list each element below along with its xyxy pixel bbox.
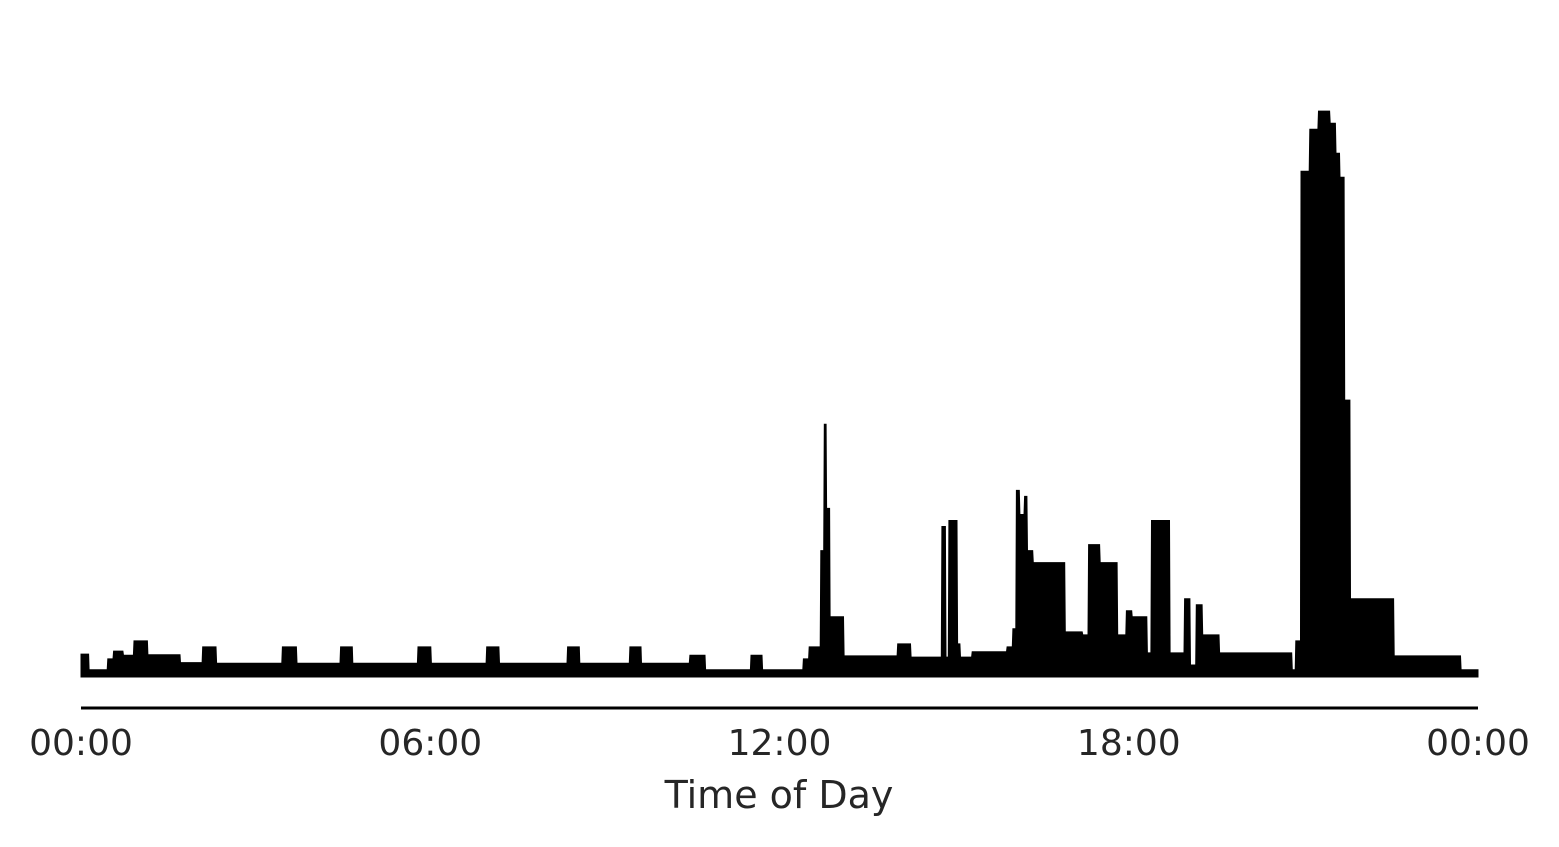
activity-area-series	[80, 110, 1479, 678]
x-tick-label-0: 00:00	[29, 723, 133, 764]
x-tick-label-1: 06:00	[378, 723, 482, 764]
activity-baseline	[81, 671, 1478, 677]
x-tick-label-2: 12:00	[728, 723, 832, 764]
x-tick-labels: 00:00 06:00 12:00 18:00 00:00	[29, 723, 1530, 764]
plot-area	[80, 110, 1479, 678]
x-tick-label-4: 00:00	[1426, 723, 1530, 764]
x-tick-label-3: 18:00	[1077, 723, 1181, 764]
x-axis-title: Time of Day	[664, 773, 894, 817]
